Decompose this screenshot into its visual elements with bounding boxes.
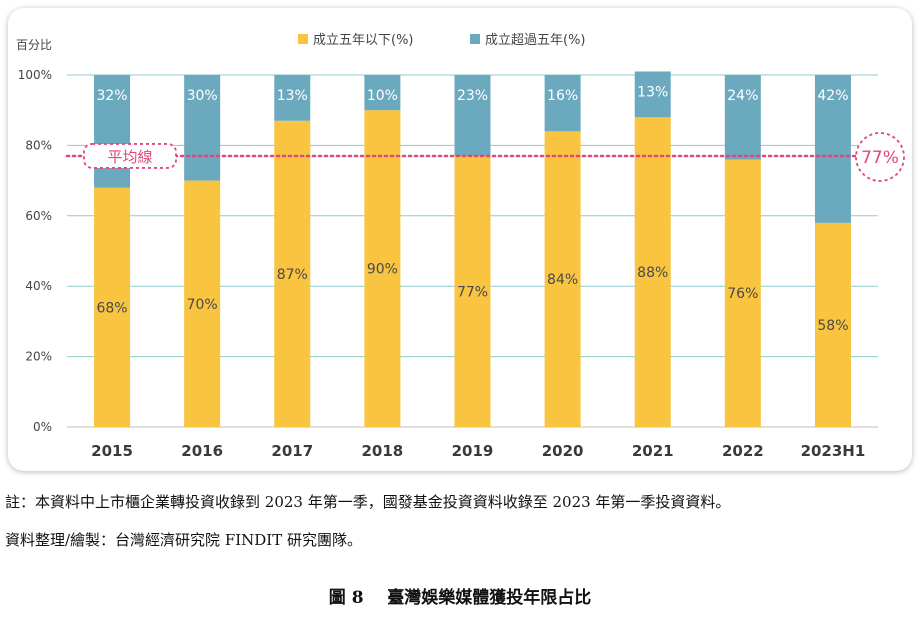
- bar-segment-under-five-years: [724, 159, 761, 428]
- bar-segment-over-five-years: [544, 75, 581, 132]
- data-label: 58%: [817, 318, 848, 334]
- average-line-tag: [83, 143, 177, 169]
- legend-swatch: [470, 34, 480, 44]
- bar-segment-over-five-years: [454, 75, 491, 156]
- x-tick-label: 2016: [181, 442, 223, 460]
- credit-note: 資料整理/繪製：台灣經濟研究院 FINDIT 研究團隊。: [5, 531, 363, 549]
- data-label: 90%: [367, 262, 398, 278]
- data-label: 13%: [637, 84, 668, 100]
- x-tick-label: 2022: [722, 442, 764, 460]
- x-tick-label: 2017: [271, 442, 313, 460]
- data-label: 88%: [637, 265, 668, 281]
- stacked-bar-chart: 百分比 0% 20% 40% 60% 80% 100% 68% 32% 2015 70% 30% 201…: [16, 33, 905, 460]
- bar-segment-under-five-years: [454, 155, 491, 427]
- data-label: 76%: [727, 286, 758, 302]
- data-label: 13%: [277, 88, 308, 104]
- y-tick-label: 0%: [33, 420, 52, 434]
- data-label: 68%: [96, 300, 127, 316]
- data-label: 24%: [727, 88, 758, 104]
- data-label: 77%: [457, 284, 488, 300]
- data-label: 42%: [817, 88, 848, 104]
- bar-segment-under-five-years: [274, 120, 311, 427]
- bar-segment-under-five-years: [94, 187, 131, 427]
- average-line-label: 平均線: [107, 148, 152, 166]
- average-value-label: 77%: [861, 148, 899, 168]
- bar-segment-over-five-years: [94, 75, 131, 188]
- x-tick-label: 2015: [91, 442, 133, 460]
- bar-segment-under-five-years: [184, 180, 221, 427]
- y-tick-label: 20%: [25, 350, 52, 364]
- data-label: 32%: [96, 88, 127, 104]
- data-label: 10%: [367, 88, 398, 104]
- data-label: 23%: [457, 88, 488, 104]
- legend-label: 成立超過五年(%): [485, 33, 586, 48]
- bar-segment-over-five-years: [814, 75, 851, 223]
- data-label: 84%: [547, 272, 578, 288]
- y-tick-label: 60%: [25, 209, 52, 223]
- data-label: 87%: [277, 267, 308, 283]
- bar-segment-over-five-years: [724, 75, 761, 160]
- x-tick-label: 2023H1: [801, 442, 866, 460]
- y-tick-label: 100%: [18, 68, 52, 82]
- bar-segment-under-five-years: [634, 117, 671, 428]
- y-tick-label: 40%: [25, 279, 52, 293]
- bar-segment-under-five-years: [544, 131, 581, 427]
- bar-segment-over-five-years: [364, 75, 401, 111]
- average-value-circle: [855, 132, 905, 182]
- data-label: 70%: [187, 297, 218, 313]
- x-tick-label: 2019: [452, 442, 494, 460]
- bar-segment-over-five-years: [184, 75, 221, 181]
- bar-segment-over-five-years: [634, 71, 671, 118]
- x-tick-label: 2018: [362, 442, 404, 460]
- y-tick-label: 80%: [25, 138, 52, 152]
- data-label: 30%: [187, 88, 218, 104]
- x-tick-label: 2020: [542, 442, 584, 460]
- y-axis-unit-label: 百分比: [16, 38, 52, 52]
- data-label: 16%: [547, 88, 578, 104]
- bar-segment-under-five-years: [814, 222, 851, 427]
- bar-segment-over-five-years: [274, 75, 311, 121]
- bar-segment-under-five-years: [364, 110, 401, 427]
- figure-caption: 圖 8 臺灣娛樂媒體獲投年限占比: [328, 588, 592, 608]
- legend-label: 成立五年以下(%): [313, 33, 414, 48]
- source-note: 註：本資料中上市櫃企業轉投資收錄到 2023 年第一季，國發基金投資資料收錄至 …: [5, 493, 731, 511]
- x-tick-label: 2021: [632, 442, 674, 460]
- legend-swatch: [298, 34, 308, 44]
